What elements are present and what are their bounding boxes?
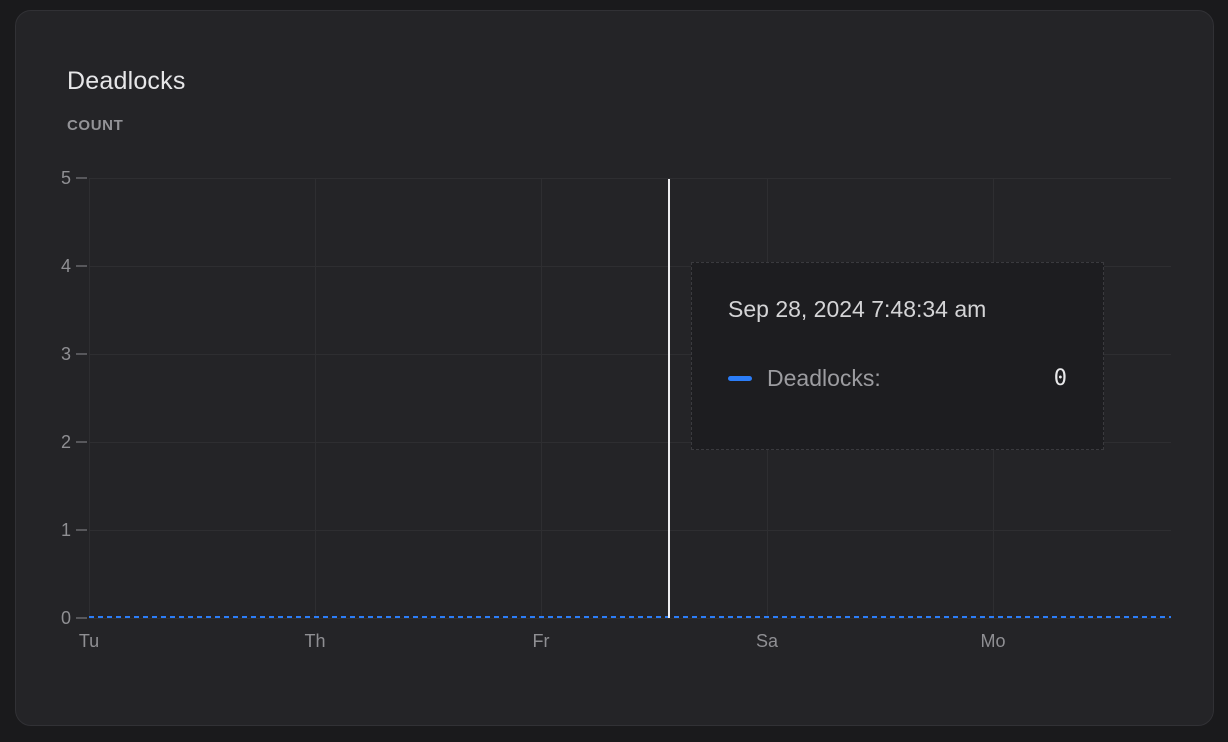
gridline-horizontal [89,178,1171,179]
y-axis-tick-label: 3 [60,344,71,364]
tooltip-series-label: Deadlocks: [767,365,881,391]
tooltip-row: Deadlocks: 0 [728,365,1067,392]
tooltip-rows: Deadlocks: 0 [728,365,1067,392]
y-axis-tick-label: 0 [60,608,71,628]
y-axis-tick-label: 5 [60,168,71,188]
x-axis-tick-label: Sa [755,631,779,651]
gridline-horizontal [89,354,1171,355]
x-axis-tick-label: Tu [78,631,100,651]
gridline-horizontal [89,442,1171,443]
tooltip-timestamp: Sep 28, 2024 7:48:34 am [728,296,987,322]
x-axis-tick-label: Th [304,631,326,651]
series-color-swatch-icon [728,376,752,381]
y-axis-unit-label: COUNT [67,117,124,134]
y-axis-tick-label: 4 [60,256,71,276]
y-axis-tick-label: 1 [60,520,71,540]
gridline-horizontal [89,618,1171,619]
gridline-horizontal [89,530,1171,531]
chart-title: Deadlocks [67,67,186,95]
y-axis-tick-mark [76,177,87,179]
y-axis-tick-mark [76,441,87,443]
y-axis-tick-mark [76,353,87,355]
x-axis-tick-label: Fr [532,631,550,651]
chart-tooltip: Sep 28, 2024 7:48:34 am Deadlocks: 0 [691,262,1104,450]
deadlocks-series-line [89,616,1171,618]
gridline-vertical [89,178,90,618]
y-axis-tick-mark [76,265,87,267]
gridline-vertical [315,178,316,618]
x-axis-tick-label: Mo [980,631,1006,651]
hover-crosshair-line [668,179,670,618]
tooltip-series-value: 0 [1053,366,1067,391]
y-axis-tick-label: 2 [60,432,71,452]
gridline-vertical [541,178,542,618]
y-axis-tick-mark [76,529,87,531]
y-axis-tick-mark [76,617,87,619]
deadlocks-chart-panel: Deadlocks COUNT 5 4 3 2 1 0 Tu Th Fr Sa Mo Sep 28,… [15,10,1214,726]
gridline-horizontal [89,266,1171,267]
